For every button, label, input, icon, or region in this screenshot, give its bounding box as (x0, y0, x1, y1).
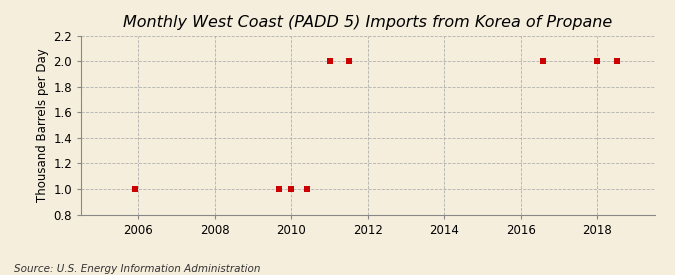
Point (538, 59, 549, 64)
Point (611, 59, 622, 64)
Point (592, 59, 603, 64)
Title: Monthly West Coast (PADD 5) Imports from Korea of Propane: Monthly West Coast (PADD 5) Imports from… (124, 15, 612, 31)
Point (273, 187, 284, 191)
Text: Source: U.S. Energy Information Administration: Source: U.S. Energy Information Administ… (14, 264, 260, 274)
Y-axis label: Thousand Barrels per Day: Thousand Barrels per Day (36, 48, 49, 202)
Point (286, 187, 297, 191)
Point (324, 59, 335, 64)
Point (344, 59, 354, 64)
Point (130, 187, 140, 191)
Point (302, 187, 313, 191)
